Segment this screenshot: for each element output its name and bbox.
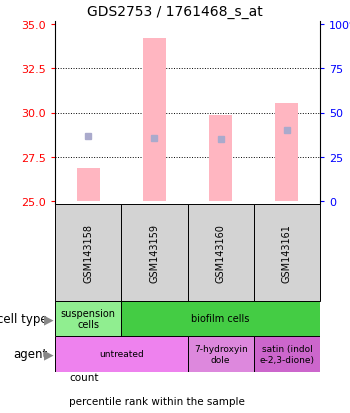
Text: GSM143160: GSM143160	[216, 223, 226, 282]
Text: ▶: ▶	[44, 312, 53, 325]
Text: GSM143158: GSM143158	[83, 223, 93, 282]
Text: count: count	[69, 372, 98, 382]
Text: percentile rank within the sample: percentile rank within the sample	[69, 396, 245, 406]
Bar	[254, 204, 320, 301]
Bar	[55, 336, 188, 372]
Text: GSM143161: GSM143161	[282, 223, 292, 282]
Text: 7-hydroxyin
dole: 7-hydroxyin dole	[194, 344, 247, 364]
Bar	[209, 116, 232, 202]
Bar	[121, 204, 188, 301]
Bar	[275, 104, 299, 202]
Text: GSM143159: GSM143159	[149, 223, 159, 282]
Bar	[188, 204, 254, 301]
Bar	[254, 336, 320, 372]
Bar	[55, 301, 121, 336]
Bar	[55, 204, 121, 301]
Bar	[121, 301, 320, 336]
Text: biofilm cells: biofilm cells	[191, 314, 250, 324]
Text: suspension
cells: suspension cells	[61, 308, 116, 330]
Bar	[143, 39, 166, 202]
Text: cell type: cell type	[0, 312, 48, 325]
Text: satin (indol
e-2,3-dione): satin (indol e-2,3-dione)	[259, 344, 314, 364]
Text: untreated: untreated	[99, 350, 144, 358]
Text: agent: agent	[14, 348, 48, 361]
Bar	[77, 169, 100, 202]
Text: GDS2753 / 1761468_s_at: GDS2753 / 1761468_s_at	[87, 5, 263, 19]
Text: ▶: ▶	[44, 348, 53, 361]
Bar	[188, 336, 254, 372]
